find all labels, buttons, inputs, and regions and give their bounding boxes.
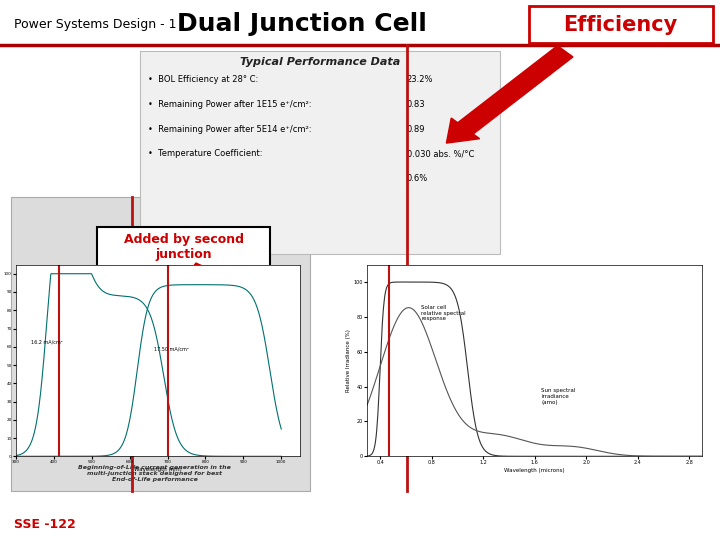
Text: Typical Performance Data: Typical Performance Data bbox=[240, 57, 400, 67]
FancyArrow shape bbox=[446, 46, 573, 143]
Text: Efficiency: Efficiency bbox=[564, 15, 678, 35]
Text: •  BOL Efficiency at 28° C:: • BOL Efficiency at 28° C: bbox=[148, 75, 258, 84]
Bar bbox=[11, 197, 310, 491]
Bar bbox=[140, 51, 500, 254]
Text: Added by second
junction: Added by second junction bbox=[124, 233, 243, 261]
Text: Solar cell
relative spectral
response: Solar cell relative spectral response bbox=[421, 305, 466, 321]
Text: 0.89: 0.89 bbox=[407, 125, 426, 133]
Text: 0.83: 0.83 bbox=[407, 100, 426, 109]
FancyBboxPatch shape bbox=[529, 6, 713, 43]
Text: 0.030 abs. %/°C: 0.030 abs. %/°C bbox=[407, 150, 474, 158]
Text: 0.6%: 0.6% bbox=[407, 174, 428, 183]
Text: •  Remaining Power after 1E15 e⁺/cm²:: • Remaining Power after 1E15 e⁺/cm²: bbox=[148, 100, 311, 109]
Text: 17.50 mA/cm²: 17.50 mA/cm² bbox=[154, 346, 189, 352]
X-axis label: Wavelength (nm): Wavelength (nm) bbox=[134, 467, 182, 472]
Text: Beginning-of-Life current generation in the
multi-junction stack designed for be: Beginning-of-Life current generation in … bbox=[78, 465, 231, 482]
Y-axis label: Internal Quantum Efficiency (%): Internal Quantum Efficiency (%) bbox=[0, 321, 1, 400]
Text: 16.2 mA/cm²: 16.2 mA/cm² bbox=[31, 339, 63, 344]
Text: •  Temperature Coefficient:: • Temperature Coefficient: bbox=[148, 150, 262, 158]
Y-axis label: Relative Irradiance (%): Relative Irradiance (%) bbox=[346, 329, 351, 392]
Text: Sun spectral
irradiance
(amo): Sun spectral irradiance (amo) bbox=[541, 388, 575, 405]
Text: Dual Junction Cell: Dual Junction Cell bbox=[177, 12, 428, 36]
Text: Power Systems Design - 1: Power Systems Design - 1 bbox=[14, 18, 177, 31]
X-axis label: Wavelength (microns): Wavelength (microns) bbox=[504, 468, 565, 473]
Text: •  Remaining Power after 5E14 e⁺/cm²:: • Remaining Power after 5E14 e⁺/cm²: bbox=[148, 125, 311, 133]
Bar bbox=[97, 227, 270, 267]
FancyArrow shape bbox=[134, 263, 215, 351]
Text: 23.2%: 23.2% bbox=[407, 75, 433, 84]
Text: SSE -122: SSE -122 bbox=[14, 518, 76, 531]
